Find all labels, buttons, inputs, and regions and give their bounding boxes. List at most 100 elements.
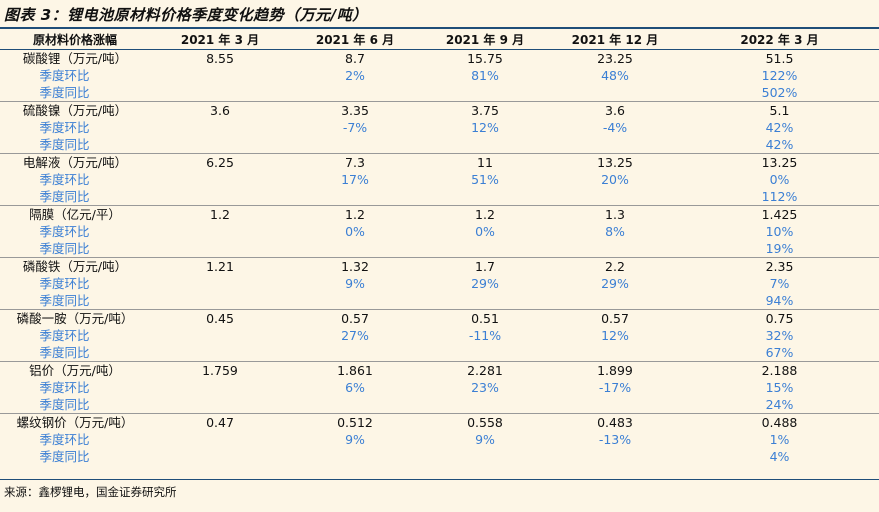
table-cell: 13.25: [761, 155, 798, 170]
row-sublabel-text: 季度环比: [39, 328, 90, 343]
row-sublabel: 季度同比: [0, 292, 150, 310]
table-cell: 81%: [471, 68, 499, 83]
row-sublabel: 季度环比: [0, 431, 150, 448]
table-cell: 0.75: [765, 311, 794, 326]
table-cell: -11%: [468, 328, 502, 343]
table-cell: [150, 223, 290, 240]
table-cell: 1.2: [345, 207, 365, 222]
table-row: 季度环比 9% 9% -13% 1%: [0, 431, 879, 448]
row-sublabel: 季度同比: [0, 240, 150, 258]
table-cell: -7%: [342, 120, 368, 135]
table-cell: 0.45: [206, 311, 234, 326]
table-cell: 23%: [471, 380, 499, 395]
table-cell: 1.425: [761, 207, 798, 222]
table-cell: 42%: [765, 120, 794, 135]
header-cell: 2021 年 12 月: [571, 33, 659, 47]
row-sublabel-text: 季度环比: [39, 172, 90, 187]
table-cell: 0%: [769, 172, 790, 187]
price-table: 原材料价格涨幅 2021 年 3 月 2021 年 6 月 2021 年 9 月…: [0, 32, 879, 465]
table-cell: 10%: [765, 224, 794, 239]
table-cell: -13%: [598, 432, 632, 447]
table-cell: [550, 396, 680, 414]
table-cell: 112%: [761, 189, 798, 204]
row-sublabel: 季度同比: [0, 188, 150, 206]
row-sublabel-text: 季度环比: [39, 120, 90, 135]
header-cell: 2021 年 6 月: [315, 33, 395, 47]
table-cell: 27%: [341, 328, 369, 343]
table-cell: [150, 188, 290, 206]
table-cell: [290, 396, 420, 414]
table-cell: 12%: [471, 120, 499, 135]
table-cell: 51.5: [765, 51, 794, 66]
table-row: 硫酸镍（万元/吨） 3.6 3.35 3.75 3.6 5.1: [0, 101, 879, 120]
row-sublabel-text: 季度同比: [39, 85, 90, 100]
table-row: 季度同比 94%: [0, 292, 879, 310]
row-sublabel-text: 季度同比: [39, 449, 90, 464]
table-cell: 2.281: [467, 363, 503, 378]
figure-title: 图表 3：锂电池原材料价格季度变化趋势（万元/吨）: [4, 6, 368, 24]
table-row: 季度环比 2% 81% 48% 122%: [0, 67, 879, 84]
table-row: 季度环比 -7% 12% -4% 42%: [0, 119, 879, 136]
table-cell: 1.899: [597, 363, 633, 378]
row-sublabel-text: 季度环比: [39, 224, 90, 239]
table-cell: [150, 379, 290, 396]
table-row: 季度环比 0% 0% 8% 10%: [0, 223, 879, 240]
table-cell: 8.55: [206, 51, 234, 66]
table-cell: 1.2: [475, 207, 495, 222]
table-cell: 20%: [601, 172, 629, 187]
table-cell: 0.47: [206, 415, 234, 430]
table-cell: 1.7: [475, 259, 495, 274]
table-cell: [550, 188, 680, 206]
row-sublabel-text: 季度环比: [39, 68, 90, 83]
table-cell: [150, 344, 290, 362]
table-row: 季度同比 112%: [0, 188, 879, 206]
table-cell: 0.51: [471, 311, 499, 326]
bottom-rule: [0, 479, 879, 480]
table-cell: 1%: [769, 432, 790, 447]
table-cell: 2%: [345, 68, 365, 83]
table-cell: [420, 344, 550, 362]
table-cell: 1.2: [210, 207, 230, 222]
row-label: 铝价（万元/吨）: [29, 363, 121, 378]
table-cell: 9%: [345, 276, 365, 291]
row-sublabel: 季度环比: [0, 327, 150, 344]
table-cell: [150, 327, 290, 344]
table-cell: [420, 292, 550, 310]
table-cell: [290, 292, 420, 310]
table-cell: 15.75: [467, 51, 503, 66]
table-cell: [290, 136, 420, 154]
table-cell: [420, 136, 550, 154]
table-cell: [550, 292, 680, 310]
row-label: 隔膜（亿元/平）: [29, 207, 121, 222]
table-cell: 6.25: [206, 155, 234, 170]
row-sublabel: 季度环比: [0, 275, 150, 292]
table-row: 季度环比 9% 29% 29% 7%: [0, 275, 879, 292]
table-cell: [150, 396, 290, 414]
table-cell: 0.483: [597, 415, 633, 430]
table-cell: [150, 431, 290, 448]
table-row: 隔膜（亿元/平） 1.2 1.2 1.2 1.3 1.425: [0, 205, 879, 224]
table-cell: 4%: [769, 449, 790, 464]
table-row: 季度同比 19%: [0, 240, 879, 258]
table-cell: 0.57: [601, 311, 629, 326]
table-cell: 15%: [765, 380, 794, 395]
table-row: 电解液（万元/吨） 6.25 7.3 11 13.25 13.25: [0, 153, 879, 172]
table-cell: 17%: [341, 172, 369, 187]
table-cell: [550, 136, 680, 154]
table-cell: 1.32: [341, 259, 369, 274]
header-cell: 2021 年 9 月: [445, 33, 525, 47]
table-row: 季度环比 17% 51% 20% 0%: [0, 171, 879, 188]
table-cell: [150, 240, 290, 258]
table-row: 螺纹钢价（万元/吨） 0.47 0.512 0.558 0.483 0.488: [0, 413, 879, 432]
row-sublabel-text: 季度环比: [39, 432, 90, 447]
table-cell: 6%: [345, 380, 365, 395]
source-note: 来源：鑫椤锂电，国金证券研究所: [4, 485, 177, 499]
table-cell: 0.57: [341, 311, 369, 326]
table-cell: 2.2: [605, 259, 625, 274]
table-cell: [290, 448, 420, 465]
table-cell: [290, 84, 420, 102]
table-cell: 1.759: [202, 363, 238, 378]
row-sublabel: 季度同比: [0, 448, 150, 465]
table-cell: 0.488: [761, 415, 798, 430]
top-rule: [0, 27, 879, 29]
